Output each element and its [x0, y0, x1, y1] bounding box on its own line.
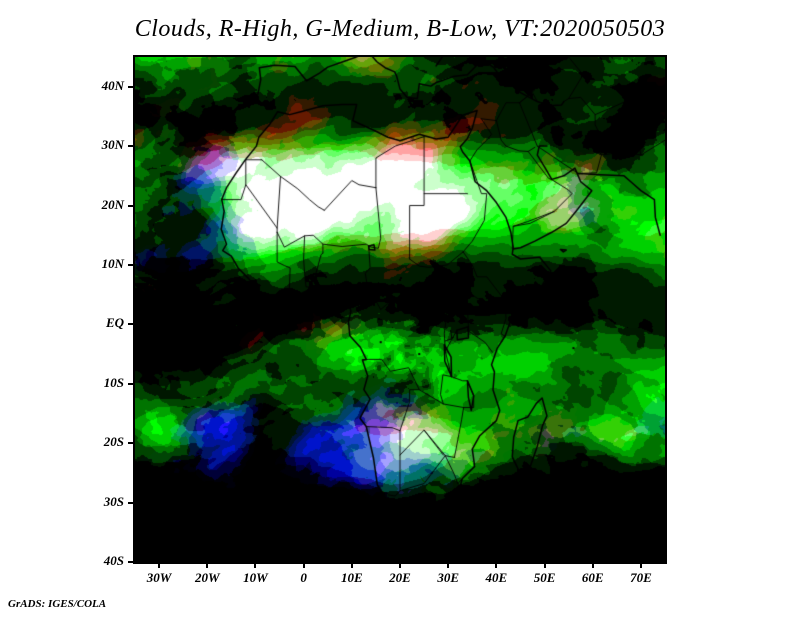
x-tick-label: 60E: [581, 570, 604, 585]
x-tick-label: 50E: [533, 570, 556, 585]
x-tick-label: 30E: [437, 570, 459, 585]
y-tick-label: 30N: [101, 137, 124, 153]
x-tick-label: 20W: [194, 570, 220, 585]
y-tick-label: 10N: [101, 255, 124, 271]
x-tickmark: [350, 562, 353, 568]
y-tickmark: [128, 442, 135, 445]
y-tickmark: [128, 561, 135, 563]
y-tick-label: 40S: [103, 553, 124, 568]
x-tick-label: 20E: [389, 570, 411, 585]
y-tick-label: 20S: [103, 434, 124, 450]
x-tickmark: [254, 562, 257, 568]
x-tick-label: 70E: [630, 570, 652, 585]
x-tickmark: [158, 562, 161, 568]
x-tickmark: [447, 562, 450, 568]
footer-credit: GrADS: IGES/COLA: [8, 598, 107, 610]
map-plot-area: [133, 55, 667, 564]
y-tickmark: [128, 85, 135, 88]
x-tickmark: [302, 562, 305, 568]
y-tickmark: [128, 501, 135, 504]
y-tick-label: 40N: [101, 77, 124, 93]
x-tickmark: [206, 562, 209, 568]
page-title: Clouds, R-High, G-Medium, B-Low, VT:2020…: [134, 16, 666, 42]
x-tickmark: [591, 562, 594, 568]
x-tick-label: 10E: [340, 570, 363, 585]
y-tick-label: 10S: [103, 374, 124, 390]
x-tick-label: 30W: [146, 570, 172, 585]
x-tickmark: [639, 562, 642, 568]
x-tickmark: [495, 562, 498, 568]
x-tickmark: [399, 562, 401, 568]
y-tickmark: [128, 204, 135, 207]
y-tick-label: 20N: [101, 196, 124, 212]
x-tick-label: 0: [300, 570, 307, 585]
cloud-rgb-map: [135, 57, 665, 562]
y-tickmark: [128, 145, 135, 148]
y-tick-label: EQ: [105, 315, 124, 331]
x-tick-label: 40E: [485, 570, 508, 585]
y-tickmark: [128, 382, 135, 385]
x-tick-label: 10W: [243, 570, 268, 585]
y-tickmark: [128, 263, 135, 266]
x-tickmark: [543, 562, 546, 568]
y-tick-label: 30S: [103, 493, 124, 509]
y-tickmark: [128, 323, 135, 326]
